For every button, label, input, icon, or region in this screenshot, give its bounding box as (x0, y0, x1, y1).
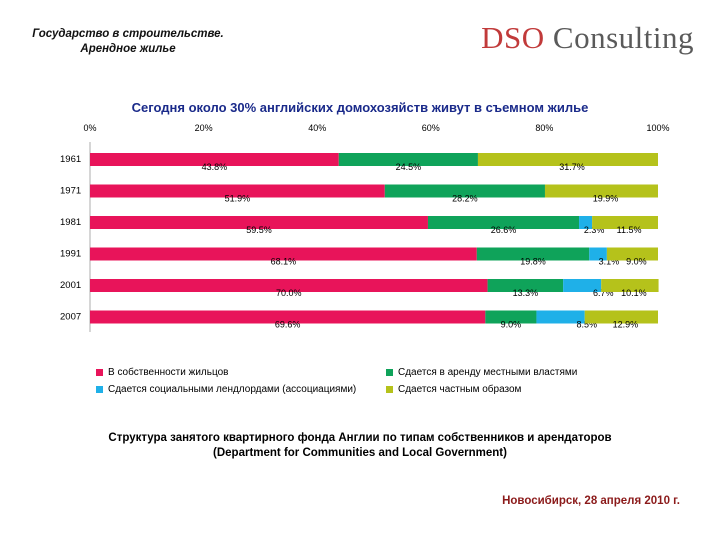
data-label: 11.5% (617, 225, 642, 235)
legend-item-social-landlord: Сдается социальными лендлордами (ассоциа… (96, 384, 356, 395)
bar-segment (579, 216, 593, 229)
company-logo: DSO Consulting (481, 20, 694, 56)
x-tick-label: 80% (535, 123, 553, 133)
caption-line-2: (Department for Communities and Local Go… (213, 447, 507, 459)
x-tick-label: 0% (83, 123, 96, 133)
bar-segment (601, 279, 659, 292)
data-label: 43.8% (202, 162, 228, 172)
bar-segment (90, 216, 428, 229)
data-label: 70.0% (276, 288, 302, 298)
chart-caption: Структура занятого квартирного фонда Анг… (0, 431, 720, 461)
chart-title: Сегодня около 30% английских домохозяйст… (131, 100, 589, 115)
data-label: 3.1% (599, 257, 620, 267)
data-label: 68.1% (271, 257, 297, 267)
bar-segment (477, 153, 658, 166)
data-label: 12.9% (613, 320, 639, 330)
legend-label-owner: В собственности жильцов (108, 367, 229, 378)
data-label: 24.5% (396, 162, 422, 172)
x-tick-label: 20% (195, 123, 213, 133)
legend-swatch-private (386, 385, 393, 393)
header-line-2: Арендное жилье (80, 43, 176, 55)
data-label: 9.0% (501, 320, 522, 330)
bar-segment (584, 310, 658, 324)
category-label: 1961 (60, 154, 81, 165)
category-label: 2007 (60, 312, 81, 323)
legend-item-local-authority: Сдается в аренду местными властями (386, 367, 577, 378)
x-tick-label: 60% (422, 123, 440, 133)
legend-label-local-authority: Сдается в аренду местными властями (398, 367, 578, 378)
logo-part-2: Consulting (552, 20, 694, 55)
data-label: 28.2% (452, 194, 478, 204)
legend-label-private: Сдается частным образом (398, 384, 522, 395)
data-label: 31.7% (559, 162, 585, 172)
logo-part-1: DSO (481, 20, 545, 55)
bar-segment (563, 279, 602, 292)
legend-item-private: Сдается частным образом (386, 384, 521, 395)
bar-segment (90, 184, 385, 198)
bar-segment (427, 216, 580, 229)
data-label: 19.9% (593, 194, 619, 204)
legend-item-owner: В собственности жильцов (96, 367, 228, 378)
data-label: 2.3% (584, 225, 605, 235)
bar-segment (487, 279, 564, 292)
data-label: 13.3% (513, 288, 539, 298)
x-tick-label: 100% (646, 123, 669, 133)
category-label: 1991 (60, 249, 81, 260)
bar-segment (90, 310, 486, 324)
bar-segment (384, 184, 545, 198)
bar-segment (338, 153, 478, 166)
data-label: 8.5% (576, 320, 597, 330)
legend-label-social-landlord: Сдается социальными лендлордами (ассоциа… (108, 384, 357, 395)
bar-segment (589, 247, 607, 261)
bar-segment (606, 247, 658, 261)
bar-segment (90, 247, 477, 261)
data-label: 9.0% (626, 257, 647, 267)
footer-date: Новосибирск, 28 апреля 2010 г. (502, 495, 680, 507)
legend-swatch-local-authority (386, 368, 393, 376)
data-label: 26.6% (491, 225, 517, 235)
caption-line-1: Структура занятого квартирного фонда Анг… (108, 432, 612, 444)
data-label: 59.5% (246, 225, 272, 235)
legend-swatch-social-landlord (96, 385, 103, 393)
bar-segment (90, 153, 339, 166)
category-label: 2001 (60, 280, 81, 291)
legend-swatch-owner (96, 368, 103, 376)
category-label: 1981 (60, 217, 81, 228)
bar-segment (476, 247, 590, 261)
category-label: 1971 (60, 186, 81, 197)
bar-segment (485, 310, 537, 324)
x-tick-label: 40% (308, 123, 326, 133)
data-label: 6.7% (593, 288, 614, 298)
header-line-1: Государство в строительстве. (32, 28, 224, 40)
bar-segment (90, 279, 488, 292)
data-label: 69.6% (275, 320, 301, 330)
bar-segment (544, 184, 658, 198)
bar-segment (592, 216, 658, 229)
data-label: 19.8% (520, 257, 546, 267)
data-label: 51.9% (225, 194, 251, 204)
data-label: 10.1% (621, 288, 647, 298)
presentation-header: Государство в строительстве. Арендное жи… (28, 27, 228, 57)
bar-segment (536, 310, 585, 324)
